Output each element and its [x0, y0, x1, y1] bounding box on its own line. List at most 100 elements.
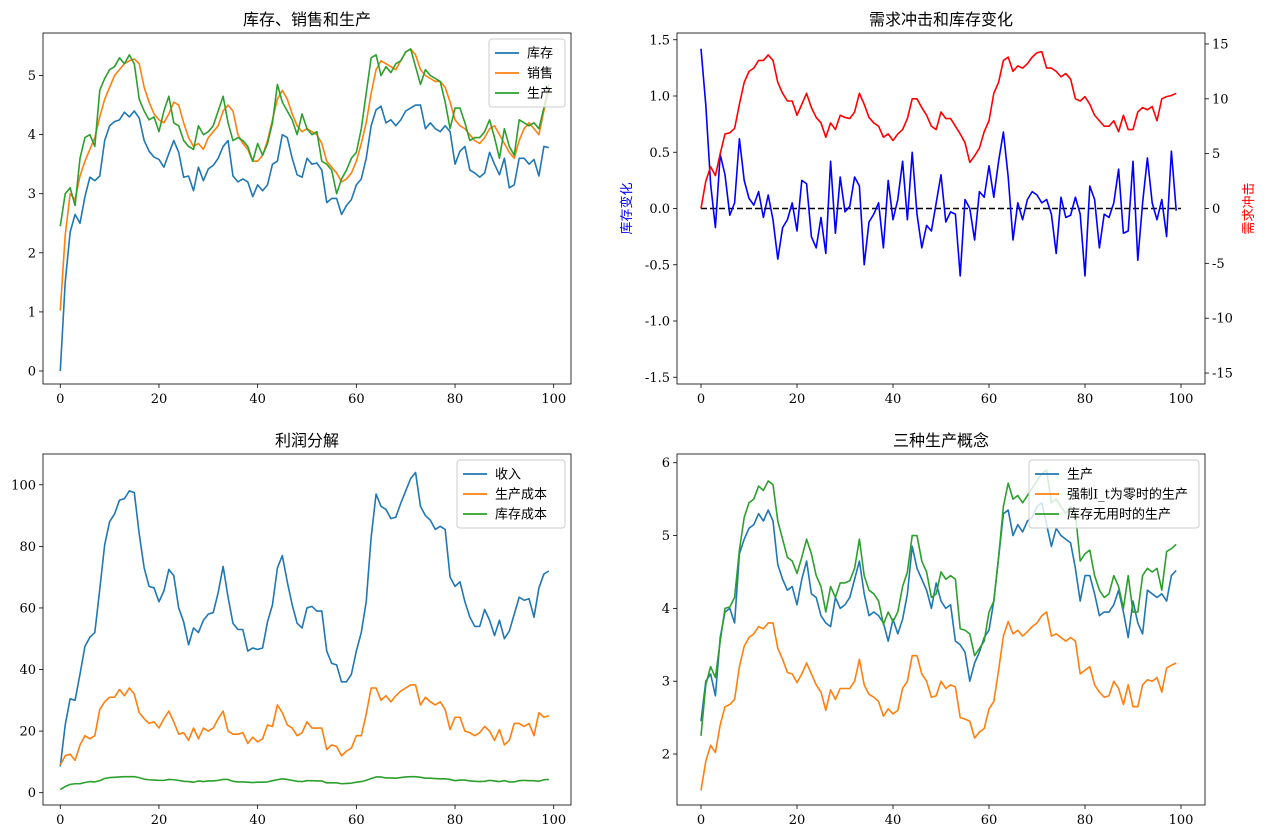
legend-label: 强制I_t为零时的生产: [1067, 487, 1188, 503]
y2-tick-label: 15: [1212, 37, 1229, 52]
legend-label: 销售: [527, 66, 553, 82]
x-tick-label: 80: [1077, 813, 1094, 828]
x-tick-label: 20: [151, 392, 168, 407]
plot-area: [59, 48, 550, 372]
legend-label: 库存成本: [495, 507, 547, 523]
axes-frame: [42, 453, 572, 806]
y-tick-label: 0: [28, 786, 36, 801]
series-line-1: [700, 48, 1177, 277]
legend-frame: [456, 459, 566, 529]
x-tick-label: 0: [56, 813, 64, 828]
chart-title: 利润分解: [275, 431, 339, 450]
series-line-2: [700, 50, 1177, 209]
x-tick-label: 0: [56, 392, 64, 407]
series-line-3: [700, 469, 1177, 736]
series-line-1: [700, 501, 1177, 722]
y2-tick-label: -10: [1212, 312, 1233, 327]
y-tick-label: 3: [662, 675, 670, 690]
y-tick-label: 2: [28, 246, 36, 261]
x-tick-label: 0: [697, 392, 705, 407]
legend-label: 收入: [495, 468, 521, 483]
series-line-2: [59, 48, 550, 311]
legend-label: 库存: [527, 46, 553, 62]
y-tick-label: 5: [662, 529, 670, 544]
chart-title: 库存、销售和生产: [243, 10, 371, 29]
y-tick-label: 80: [19, 540, 36, 555]
y-axis-label: 库存变化: [619, 182, 635, 234]
series-line-3: [59, 48, 550, 227]
chart-title: 三种生产概念: [893, 431, 989, 450]
y-tick-label: 5: [28, 69, 36, 84]
series-line-2: [700, 611, 1177, 791]
x-tick-label: 60: [981, 813, 998, 828]
y-tick-label: 4: [28, 128, 36, 143]
axes-frame: [42, 32, 572, 385]
y-tick-label: 0.5: [649, 146, 670, 161]
x-tick-label: 80: [447, 392, 464, 407]
y-tick-label: 1.0: [649, 90, 670, 105]
y-tick-label: 40: [19, 663, 36, 678]
y-tick-label: 4: [662, 602, 670, 617]
x-tick-label: 40: [249, 813, 266, 828]
y-tick-label: -1.5: [645, 371, 670, 386]
series-line-1: [59, 471, 550, 767]
y-tick-label: 3: [28, 187, 36, 202]
y-tick-label: -0.5: [645, 258, 670, 273]
y2-axis-label: 需求冲击: [1242, 182, 1257, 234]
x-tick-label: 20: [789, 392, 806, 407]
chart-title: 需求冲击和库存变化: [869, 10, 1013, 29]
y-tick-label: 1.5: [649, 33, 670, 48]
legend-label: 库存无用时的生产: [1067, 507, 1171, 523]
y-tick-label: 1: [28, 305, 36, 320]
y-tick-label: 100: [11, 478, 36, 493]
plot-area: [700, 469, 1177, 791]
x-tick-label: 80: [1077, 392, 1094, 407]
x-tick-label: 20: [789, 813, 806, 828]
x-tick-label: 40: [249, 392, 266, 407]
legend-label: 生产: [1067, 468, 1093, 483]
axes-frame: [676, 453, 1206, 806]
x-tick-label: 20: [151, 813, 168, 828]
y-tick-label: 6: [662, 456, 670, 471]
legend-label: 生产成本: [495, 488, 547, 503]
x-tick-label: 100: [1169, 392, 1194, 407]
y-tick-label: 0.0: [649, 202, 670, 217]
legend-frame: [488, 38, 566, 108]
y-tick-label: 60: [19, 601, 36, 616]
x-tick-label: 40: [885, 813, 902, 828]
x-tick-label: 60: [348, 392, 365, 407]
x-tick-label: 80: [447, 813, 464, 828]
x-tick-label: 60: [348, 813, 365, 828]
y2-tick-label: 5: [1212, 147, 1220, 162]
series-line-2: [59, 684, 550, 766]
x-tick-label: 100: [1169, 813, 1194, 828]
legend-label: 生产: [527, 87, 553, 102]
plot-area: [59, 471, 550, 791]
x-tick-label: 0: [697, 813, 705, 828]
series-line-3: [59, 775, 549, 791]
y2-tick-label: -5: [1212, 257, 1225, 272]
plot-area: [700, 48, 1181, 277]
axes-frame: [676, 32, 1206, 385]
y-tick-label: 2: [662, 748, 670, 763]
x-tick-label: 100: [541, 392, 566, 407]
y-tick-label: 0: [28, 365, 36, 380]
y2-tick-label: 0: [1212, 202, 1220, 217]
y2-tick-label: -15: [1212, 367, 1233, 382]
y-tick-label: -1.0: [645, 315, 670, 330]
x-tick-label: 60: [981, 392, 998, 407]
subplot-4: 三种生产概念 0 20 40 60 80 100 2 3 4 5 6 生产强制I_t为零时的生产库存无用…: [662, 431, 1206, 828]
y2-tick-label: 10: [1212, 92, 1229, 107]
x-tick-label: 40: [885, 392, 902, 407]
series-line-1: [59, 104, 549, 372]
legend-frame: [1028, 459, 1200, 529]
x-tick-label: 100: [541, 813, 566, 828]
y-tick-label: 20: [19, 725, 36, 740]
